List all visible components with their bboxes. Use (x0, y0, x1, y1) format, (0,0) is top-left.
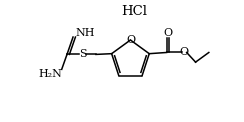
Text: O: O (126, 35, 135, 45)
Text: O: O (163, 28, 173, 38)
Text: O: O (179, 47, 188, 57)
Text: S: S (79, 49, 86, 59)
Text: NH: NH (76, 28, 95, 38)
Text: HCl: HCl (121, 5, 147, 18)
Text: H₂N: H₂N (39, 69, 63, 79)
